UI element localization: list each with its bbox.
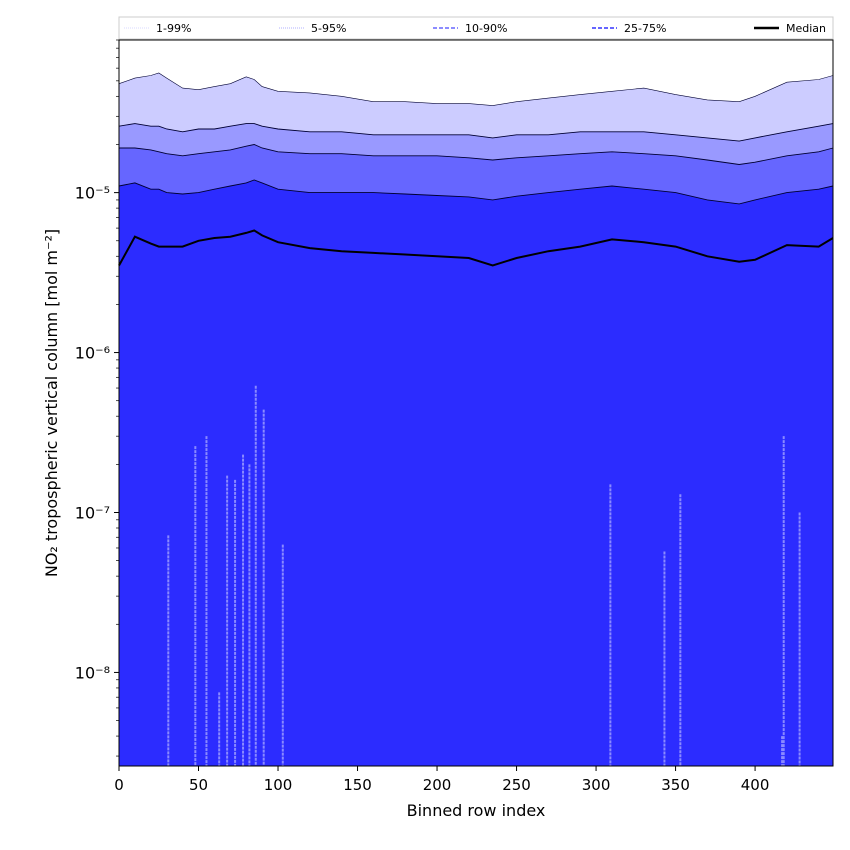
axes-frame <box>118 39 834 767</box>
x-tick-label: 100 <box>264 776 293 794</box>
x-tick-label: 400 <box>741 776 770 794</box>
x-tick-label: 350 <box>661 776 690 794</box>
legend-label: 10-90% <box>465 22 507 35</box>
x-axis-label: Binned row index <box>407 801 546 820</box>
x-tick-label: 200 <box>423 776 452 794</box>
x-tick-label: 0 <box>114 776 124 794</box>
legend-box <box>118 16 834 40</box>
band-1-99-edge <box>118 72 834 106</box>
band-10-90-edge <box>119 144 834 165</box>
legend-label: Median <box>786 22 826 35</box>
band-25-75-fill <box>119 180 833 766</box>
legend-label: 25-75% <box>624 22 666 35</box>
y-tick-label: 10⁻⁶ <box>75 344 110 363</box>
y-tick-label: 10⁻⁸ <box>75 663 110 682</box>
y-tick-label: 10⁻⁵ <box>75 184 110 203</box>
x-tick-label: 250 <box>502 776 531 794</box>
legend-label: 5-95% <box>311 22 346 35</box>
plot-area <box>118 72 834 767</box>
x-tick-label: 300 <box>582 776 611 794</box>
legend-label: 1-99% <box>156 22 191 35</box>
x-axis: 0 50 100 150 200 250 300 350 400 <box>114 766 769 794</box>
median-line <box>118 229 834 267</box>
y-axis: 10⁻⁸ 10⁻⁷ 10⁻⁶ 10⁻⁵ <box>75 39 119 757</box>
band-5-95-edge <box>118 123 834 142</box>
y-axis-label: NO₂ tropospheric vertical column [mol m⁻… <box>42 229 61 577</box>
y-tick-label: 10⁻⁷ <box>75 503 110 522</box>
legend: 1-99% 5-95% 10-90% 25-75% Median <box>118 16 834 40</box>
x-tick-label: 150 <box>343 776 372 794</box>
band-25-75-edge <box>118 179 834 205</box>
x-tick-label: 50 <box>189 776 208 794</box>
